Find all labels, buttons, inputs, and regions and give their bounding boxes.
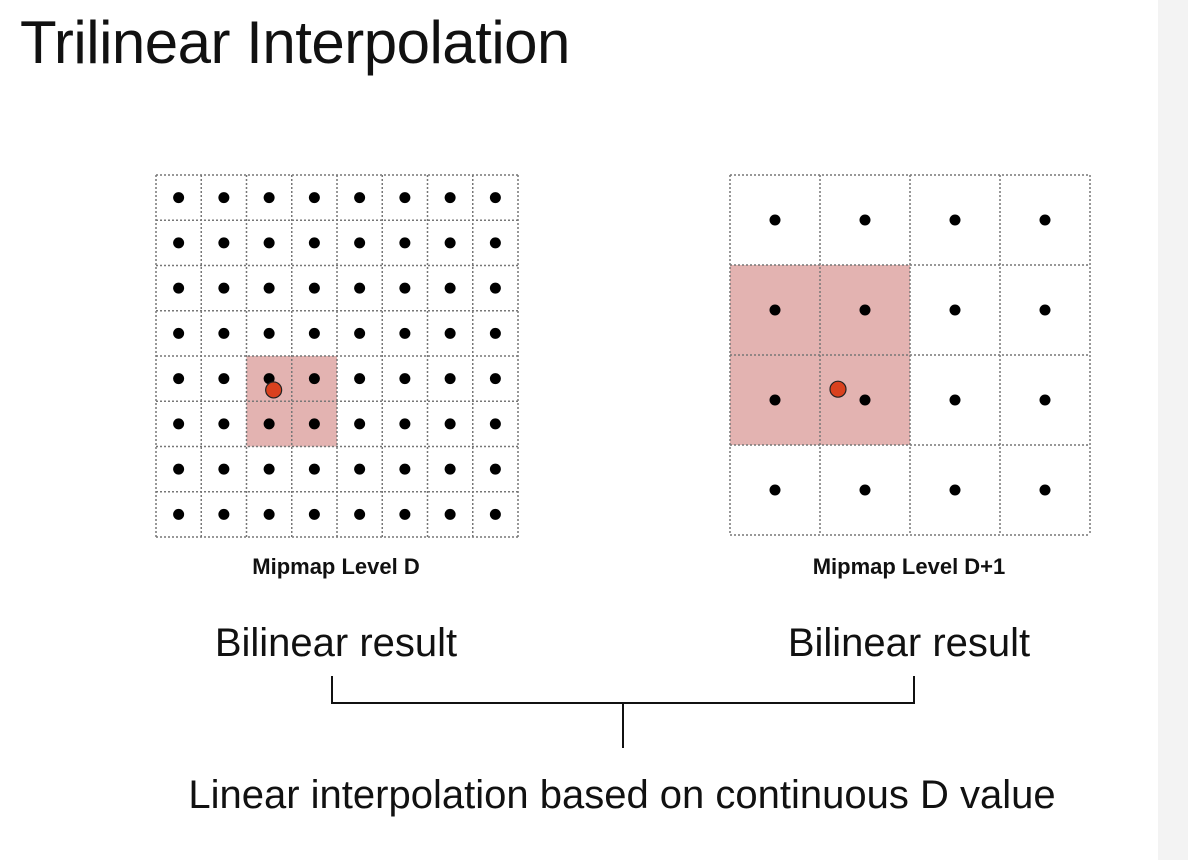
texel-dot	[949, 304, 961, 316]
texel-dot	[173, 282, 185, 294]
texel-dot	[489, 327, 501, 339]
texel-dot	[263, 327, 275, 339]
texel-dot	[489, 192, 501, 204]
sample-point	[265, 381, 283, 399]
texel-dot	[444, 237, 456, 249]
texel-dot	[444, 282, 456, 294]
texel-dot	[1039, 304, 1051, 316]
texel-dot	[399, 237, 411, 249]
texel-dot	[263, 418, 275, 430]
texel-dot	[263, 282, 275, 294]
texel-dot	[173, 373, 185, 385]
texel-dot	[263, 192, 275, 204]
texel-dot	[1039, 214, 1051, 226]
texel-dot	[173, 237, 185, 249]
texel-dot	[218, 327, 230, 339]
texel-dot	[308, 327, 320, 339]
texel-dot	[399, 192, 411, 204]
texel-dot	[354, 508, 366, 520]
texel-dot	[949, 394, 961, 406]
texel-dot	[263, 237, 275, 249]
texel-dot	[263, 463, 275, 475]
texel-dot	[444, 192, 456, 204]
texel-dot	[173, 192, 185, 204]
texel-dot	[399, 463, 411, 475]
texel-dot	[769, 484, 781, 496]
texel-dot	[308, 373, 320, 385]
texel-dot	[489, 418, 501, 430]
texel-dot	[949, 484, 961, 496]
texel-dot	[308, 418, 320, 430]
texel-dot	[489, 282, 501, 294]
texel-dot	[444, 373, 456, 385]
texel-dot	[1039, 484, 1051, 496]
mipmap-level-d-label: Mipmap Level D	[252, 554, 419, 579]
texel-dot	[173, 327, 185, 339]
texel-dot	[218, 237, 230, 249]
texel-dot	[859, 214, 871, 226]
right-edge-strip	[1158, 0, 1188, 860]
texel-dot	[173, 463, 185, 475]
texel-dot	[444, 508, 456, 520]
texel-dot	[173, 418, 185, 430]
texel-dot	[769, 394, 781, 406]
texel-dot	[354, 463, 366, 475]
texel-dot	[218, 282, 230, 294]
texel-dot	[354, 418, 366, 430]
texel-dot	[859, 304, 871, 316]
sample-point	[829, 380, 847, 398]
texel-dot	[263, 508, 275, 520]
texel-dot	[399, 282, 411, 294]
texel-dot	[859, 484, 871, 496]
texel-dot	[354, 192, 366, 204]
texel-dot	[399, 418, 411, 430]
left-bilinear-result: Bilinear result	[215, 621, 457, 665]
texel-dot	[769, 304, 781, 316]
right-bilinear-result: Bilinear result	[788, 621, 1030, 665]
linear-interpolation-caption: Linear interpolation based on continuous…	[188, 773, 1055, 817]
slide-title: Trilinear Interpolation	[20, 9, 570, 76]
texel-dot	[769, 214, 781, 226]
texel-dot	[354, 282, 366, 294]
texel-dot	[399, 373, 411, 385]
texel-dot	[263, 373, 275, 385]
texel-dot	[218, 373, 230, 385]
texel-dot	[218, 192, 230, 204]
texel-dot	[308, 463, 320, 475]
texel-dot	[308, 508, 320, 520]
texel-dot	[308, 282, 320, 294]
texel-dot	[489, 463, 501, 475]
texel-dot	[218, 463, 230, 475]
texel-dot	[218, 508, 230, 520]
texel-dot	[218, 418, 230, 430]
texel-dot	[308, 192, 320, 204]
texel-dot	[308, 237, 320, 249]
texel-dot	[354, 237, 366, 249]
texel-dot	[489, 373, 501, 385]
texel-dot	[489, 237, 501, 249]
mipmap-level-d-grid	[155, 174, 519, 538]
mipmap-level-d1-grid	[729, 174, 1091, 536]
texel-dot	[489, 508, 501, 520]
texel-dot	[354, 373, 366, 385]
texel-dot	[354, 327, 366, 339]
texel-dot	[859, 394, 871, 406]
texel-dot	[949, 214, 961, 226]
texel-dot	[444, 418, 456, 430]
texel-dot	[173, 508, 185, 520]
texel-dot	[444, 327, 456, 339]
mipmap-level-d1-label: Mipmap Level D+1	[813, 554, 1006, 579]
bracket-connector	[331, 676, 915, 704]
texel-dot	[399, 508, 411, 520]
texel-dot	[1039, 394, 1051, 406]
texel-dot	[399, 327, 411, 339]
texel-dot	[444, 463, 456, 475]
